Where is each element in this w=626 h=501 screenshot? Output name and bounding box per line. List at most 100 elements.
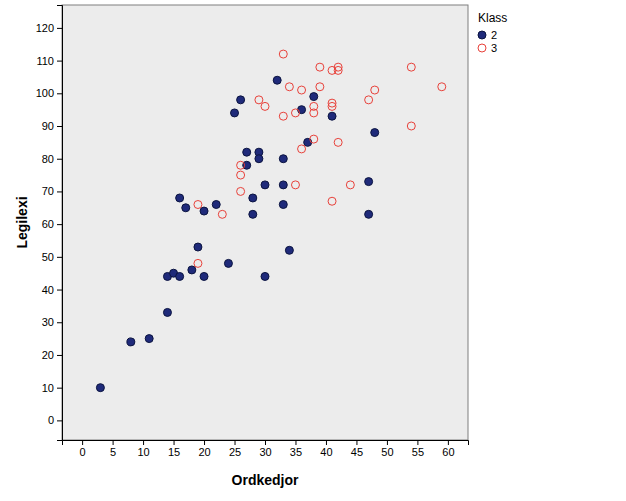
point [279, 155, 287, 163]
x-tick-label: 55 [412, 446, 424, 458]
x-tick: 25 [229, 440, 241, 458]
point [279, 201, 287, 209]
x-tick: 10 [137, 440, 149, 458]
point [279, 112, 287, 120]
point [298, 86, 306, 94]
y-tick-label: 70 [42, 185, 54, 197]
point [237, 161, 245, 169]
point [194, 201, 202, 209]
point [200, 207, 208, 215]
y-tick-label: 30 [42, 316, 54, 328]
y-tick-label: 110 [36, 55, 54, 67]
y-tick-mark [57, 159, 62, 160]
series-1 [194, 50, 446, 267]
point [176, 194, 184, 202]
x-tick-label: 15 [168, 446, 180, 458]
x-tick-label: 40 [320, 446, 332, 458]
y-tick-mark [57, 93, 62, 94]
y-axis-line [57, 6, 63, 441]
x-tick-label: 25 [229, 446, 241, 458]
point [298, 145, 306, 153]
y-axis-title: Legilexi [14, 196, 30, 248]
y-tick-label: 120 [36, 22, 54, 34]
point [249, 194, 257, 202]
y-tick-mark [57, 355, 62, 356]
y-tick: 50 [42, 251, 62, 263]
legend-marker [478, 31, 486, 39]
y-tick: 10 [42, 382, 62, 394]
x-tick-mark [143, 440, 144, 445]
x-tick-label: 50 [381, 446, 393, 458]
point [334, 138, 342, 146]
x-axis-line [63, 441, 469, 446]
point [291, 109, 299, 117]
y-tick-label: 100 [36, 87, 54, 99]
point [176, 272, 184, 280]
plot: 0510152025303540455055600102030405060708… [36, 5, 469, 458]
point [285, 246, 293, 254]
y-tick-mark [57, 322, 62, 323]
point [212, 201, 220, 209]
x-axis-title: Ordkedjor [232, 472, 299, 488]
y-tick-mark [57, 191, 62, 192]
point [96, 384, 104, 392]
x-tick: 50 [381, 440, 393, 458]
point [224, 259, 232, 267]
point [291, 181, 299, 189]
point [182, 204, 190, 212]
series-0 [96, 76, 378, 391]
point [371, 129, 379, 137]
y-tick-label: 10 [42, 382, 54, 394]
y-tick: 70 [42, 185, 62, 197]
point [218, 210, 226, 218]
y-tick: 30 [42, 316, 62, 328]
point [285, 83, 293, 91]
x-tick-mark [235, 440, 236, 445]
point [163, 308, 171, 316]
point [279, 181, 287, 189]
point [194, 243, 202, 251]
point [310, 93, 318, 101]
point [310, 135, 318, 143]
point [249, 210, 257, 218]
chart: 0510152025303540455055600102030405060708… [0, 0, 626, 501]
point [194, 259, 202, 267]
point [200, 272, 208, 280]
y-tick-mark [57, 388, 62, 389]
y-tick: 0 [48, 414, 62, 426]
point [243, 148, 251, 156]
point [237, 187, 245, 195]
x-tick-label: 0 [80, 446, 86, 458]
x-tick: 15 [168, 440, 180, 458]
x-tick: 20 [198, 440, 210, 458]
x-tick-mark [417, 440, 418, 445]
y-tick-mark [57, 420, 62, 421]
point [334, 66, 342, 74]
point [298, 106, 306, 114]
x-tick-label: 5 [110, 446, 116, 458]
x-tick: 5 [110, 440, 116, 458]
point [145, 335, 153, 343]
y-tick: 80 [42, 153, 62, 165]
y-tick-mark [57, 28, 62, 29]
x-tick-mark [265, 440, 266, 445]
y-tick-mark [57, 61, 62, 62]
y-tick-label: 50 [42, 251, 54, 263]
y-tick: 20 [42, 349, 62, 361]
y-axis: 0102030405060708090100110120 [36, 6, 63, 441]
x-axis: 051015202530354045505560 [63, 440, 469, 458]
x-tick: 35 [290, 440, 302, 458]
point [279, 50, 287, 58]
points [96, 50, 445, 392]
y-tick: 100 [36, 87, 62, 99]
x-tick-mark [82, 440, 83, 445]
point [273, 76, 281, 84]
point [188, 266, 196, 274]
point [255, 96, 263, 104]
legend-label: 2 [491, 29, 497, 41]
point [310, 109, 318, 117]
x-tick-mark [295, 440, 296, 445]
point [316, 63, 324, 71]
point [371, 86, 379, 94]
point [127, 338, 135, 346]
